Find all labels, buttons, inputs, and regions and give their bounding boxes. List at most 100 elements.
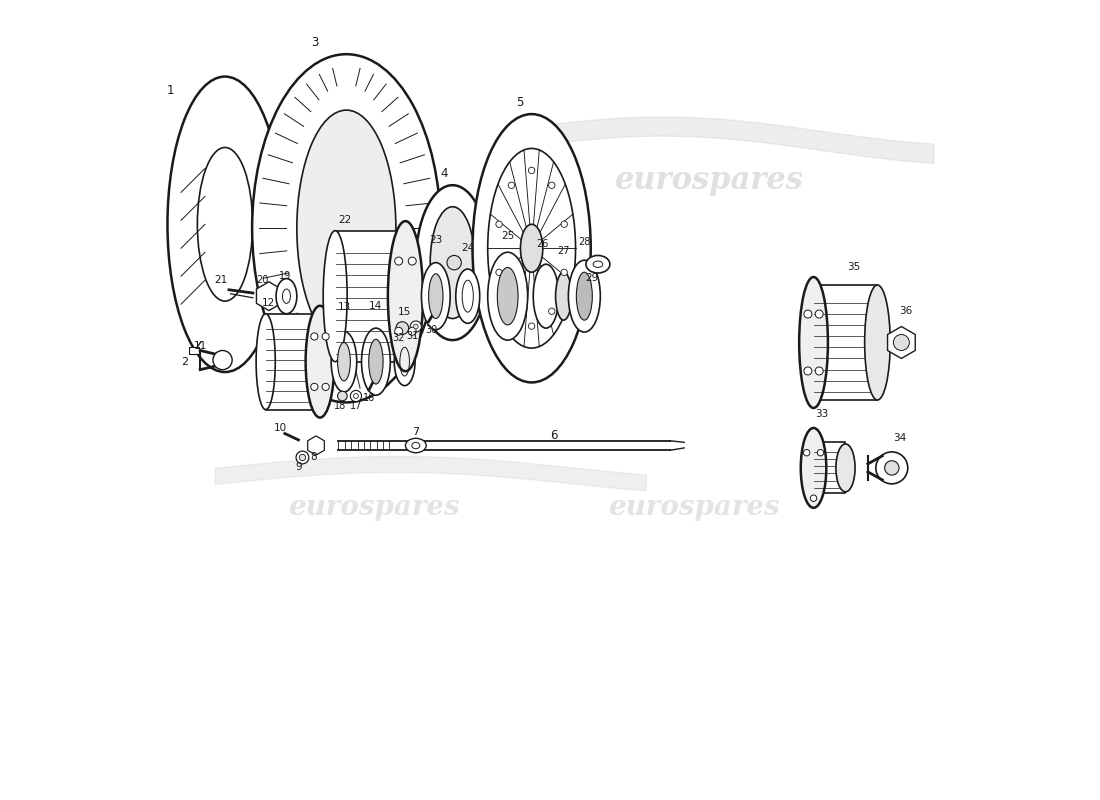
Text: 32: 32 — [392, 333, 405, 342]
Text: 21: 21 — [214, 275, 228, 286]
Text: 33: 33 — [815, 409, 828, 418]
Circle shape — [496, 269, 503, 275]
Text: 18: 18 — [333, 401, 346, 410]
Ellipse shape — [520, 224, 542, 272]
Circle shape — [408, 327, 416, 335]
Text: 16: 16 — [363, 394, 375, 403]
Circle shape — [296, 451, 309, 464]
Text: 10: 10 — [274, 423, 287, 433]
Ellipse shape — [473, 114, 591, 382]
Text: 8: 8 — [310, 453, 317, 462]
Circle shape — [884, 461, 899, 475]
Circle shape — [395, 327, 403, 335]
Circle shape — [803, 450, 810, 456]
Ellipse shape — [331, 331, 356, 392]
Circle shape — [447, 255, 461, 270]
Ellipse shape — [836, 444, 855, 492]
Ellipse shape — [534, 264, 559, 328]
Circle shape — [311, 333, 318, 340]
Ellipse shape — [487, 252, 528, 340]
Text: 23: 23 — [429, 235, 442, 246]
Text: 5: 5 — [516, 97, 524, 110]
Text: 17: 17 — [350, 401, 362, 410]
Circle shape — [508, 308, 515, 314]
Text: 12: 12 — [262, 298, 275, 307]
Circle shape — [561, 221, 568, 227]
Ellipse shape — [323, 230, 348, 362]
Circle shape — [414, 324, 418, 329]
Ellipse shape — [497, 267, 518, 325]
Text: 13: 13 — [338, 302, 351, 312]
Ellipse shape — [256, 314, 275, 410]
Text: 27: 27 — [558, 246, 570, 256]
Circle shape — [561, 269, 568, 275]
Ellipse shape — [394, 338, 415, 386]
Text: 36: 36 — [899, 306, 912, 315]
Circle shape — [549, 182, 556, 189]
Bar — [814, 442, 846, 494]
Text: 6: 6 — [550, 429, 558, 442]
Bar — [814, 285, 878, 400]
Text: 22: 22 — [338, 215, 351, 226]
Bar — [266, 314, 320, 410]
Circle shape — [396, 322, 408, 334]
Circle shape — [338, 391, 348, 401]
Text: 1: 1 — [167, 84, 175, 97]
Circle shape — [508, 182, 515, 189]
Ellipse shape — [430, 206, 475, 318]
Ellipse shape — [297, 110, 396, 346]
Circle shape — [395, 257, 403, 265]
Bar — [189, 347, 199, 354]
Ellipse shape — [556, 272, 572, 320]
Circle shape — [299, 454, 306, 461]
Text: 7: 7 — [412, 427, 419, 437]
Circle shape — [410, 321, 421, 332]
Ellipse shape — [167, 77, 283, 372]
Text: 19: 19 — [278, 271, 292, 282]
Circle shape — [496, 221, 503, 227]
Text: 34: 34 — [893, 433, 906, 442]
Circle shape — [213, 350, 232, 370]
Text: 11: 11 — [194, 341, 207, 350]
Ellipse shape — [338, 342, 350, 381]
Circle shape — [408, 257, 416, 265]
Text: 14: 14 — [370, 301, 383, 310]
Text: eurospares: eurospares — [608, 494, 780, 522]
Circle shape — [528, 323, 535, 330]
Circle shape — [322, 333, 329, 340]
Text: 28: 28 — [579, 237, 591, 247]
Text: 35: 35 — [847, 262, 860, 272]
Circle shape — [528, 167, 535, 174]
Circle shape — [350, 390, 362, 402]
Ellipse shape — [801, 428, 826, 508]
Ellipse shape — [865, 285, 890, 400]
Ellipse shape — [576, 272, 592, 320]
Text: 2: 2 — [180, 357, 188, 366]
Text: 30: 30 — [426, 325, 438, 334]
Text: 31: 31 — [407, 331, 419, 341]
Ellipse shape — [569, 260, 601, 332]
Circle shape — [322, 383, 329, 390]
Text: 24: 24 — [461, 243, 474, 254]
Ellipse shape — [406, 438, 426, 453]
Ellipse shape — [388, 221, 424, 371]
Text: 9: 9 — [295, 462, 301, 472]
Circle shape — [893, 334, 910, 350]
Text: 26: 26 — [537, 239, 549, 250]
Ellipse shape — [455, 269, 480, 323]
Text: eurospares: eurospares — [288, 494, 460, 522]
Ellipse shape — [416, 185, 490, 340]
Ellipse shape — [586, 255, 609, 273]
Text: 3: 3 — [310, 36, 318, 49]
Bar — [336, 230, 406, 362]
Text: 25: 25 — [500, 231, 515, 242]
Circle shape — [815, 310, 823, 318]
Text: eurospares: eurospares — [615, 165, 804, 196]
Circle shape — [311, 383, 318, 390]
Ellipse shape — [421, 262, 450, 330]
Ellipse shape — [252, 54, 441, 402]
Ellipse shape — [306, 306, 334, 418]
Circle shape — [815, 367, 823, 375]
Ellipse shape — [276, 278, 297, 314]
Ellipse shape — [800, 277, 828, 408]
